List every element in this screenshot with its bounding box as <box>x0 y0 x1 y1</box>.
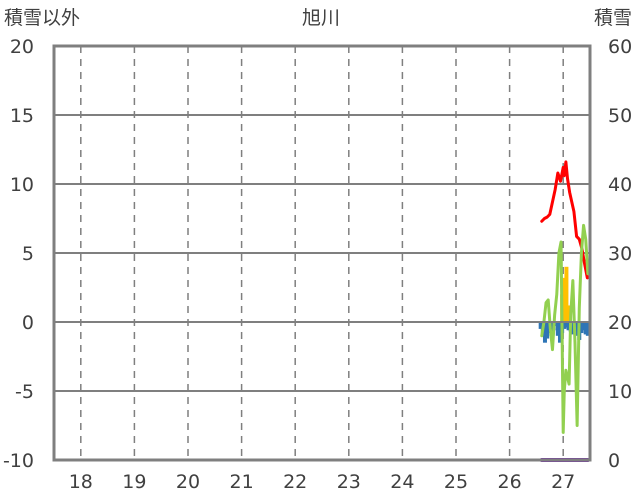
bar-s0 <box>564 322 569 328</box>
bar-s0 <box>542 322 547 343</box>
bar-s0 <box>555 322 560 336</box>
right-axis-label: 積雪 <box>594 7 632 29</box>
bar-s0 <box>570 322 575 335</box>
x-tick-label: 27 <box>551 471 575 493</box>
x-tick-label: 21 <box>230 471 254 493</box>
bar-s1 <box>562 277 567 322</box>
line-s3 <box>540 223 590 434</box>
bar-s0 <box>538 322 543 329</box>
bar-s0 <box>566 322 571 331</box>
left-axis-label: 積雪以外 <box>4 7 80 29</box>
bar-s0 <box>585 322 590 336</box>
bar-s0 <box>579 322 584 334</box>
x-tick-label: 19 <box>122 471 146 493</box>
bar-s0 <box>575 322 580 336</box>
bar-s1 <box>566 305 571 322</box>
y-tick-right: 20 <box>608 312 632 334</box>
y-tick-left: 10 <box>10 174 34 196</box>
x-tick-label: 24 <box>390 471 414 493</box>
y-tick-left: -5 <box>15 381 34 403</box>
x-tick-label: 18 <box>69 471 93 493</box>
line-s2 <box>540 160 589 280</box>
series-layer <box>538 160 590 462</box>
y-tick-left: 20 <box>10 36 34 58</box>
bar-s0 <box>581 322 586 331</box>
x-tick-label: 25 <box>444 471 468 493</box>
y-tick-right: 0 <box>608 450 620 472</box>
chart-title: 旭川 <box>302 7 340 29</box>
y-tick-left: 0 <box>22 312 34 334</box>
y-tick-left: 15 <box>10 105 34 127</box>
plot-area-frame <box>52 44 592 462</box>
x-tick-label: 20 <box>176 471 200 493</box>
bar-s0 <box>583 322 588 335</box>
y-tick-right: 50 <box>608 105 632 127</box>
grid <box>54 46 590 460</box>
bar-s0 <box>553 322 558 327</box>
bar-s1 <box>564 266 569 322</box>
bar-s0 <box>562 322 567 329</box>
tick-labels: 20 60 15 50 10 40 5 30 0 20 -5 10 -10 0 18 19 20 21 22 23 24… <box>3 36 632 493</box>
bar-s0 <box>557 322 562 343</box>
y-tick-left: 5 <box>22 243 34 265</box>
y-tick-right: 30 <box>608 243 632 265</box>
y-tick-right: 10 <box>608 381 632 403</box>
x-tick-label: 23 <box>337 471 361 493</box>
x-tick-label: 26 <box>498 471 522 493</box>
y-tick-right: 40 <box>608 174 632 196</box>
bar-s0 <box>545 322 550 339</box>
x-tick-label: 22 <box>283 471 307 493</box>
y-tick-left: -10 <box>3 450 34 472</box>
y-tick-right: 60 <box>608 36 632 58</box>
